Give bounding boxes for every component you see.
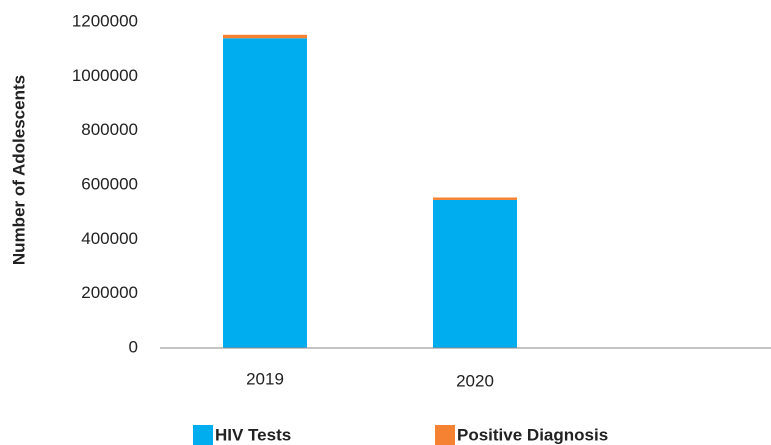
y-tick-label: 800000 (81, 120, 138, 139)
y-tick-label: 1200000 (72, 11, 138, 30)
y-axis-label: Number of Adolescents (9, 75, 28, 265)
y-tick-label: 1000000 (72, 66, 138, 85)
x-tick-label: 2020 (456, 371, 494, 390)
y-tick-label: 600000 (81, 174, 138, 193)
y-tick-label: 200000 (81, 283, 138, 302)
legend-swatch (435, 425, 455, 445)
bar-segment (433, 199, 517, 348)
bar-segment (223, 38, 307, 349)
bar-segment (223, 34, 307, 39)
legend-label: HIV Tests (215, 425, 291, 444)
x-tick-label: 2019 (246, 369, 284, 388)
legend-swatch (193, 425, 213, 445)
legend-label: Positive Diagnosis (457, 425, 608, 444)
y-tick-label: 0 (129, 337, 138, 356)
y-tick-label: 400000 (81, 229, 138, 248)
bar-segment (433, 197, 517, 200)
